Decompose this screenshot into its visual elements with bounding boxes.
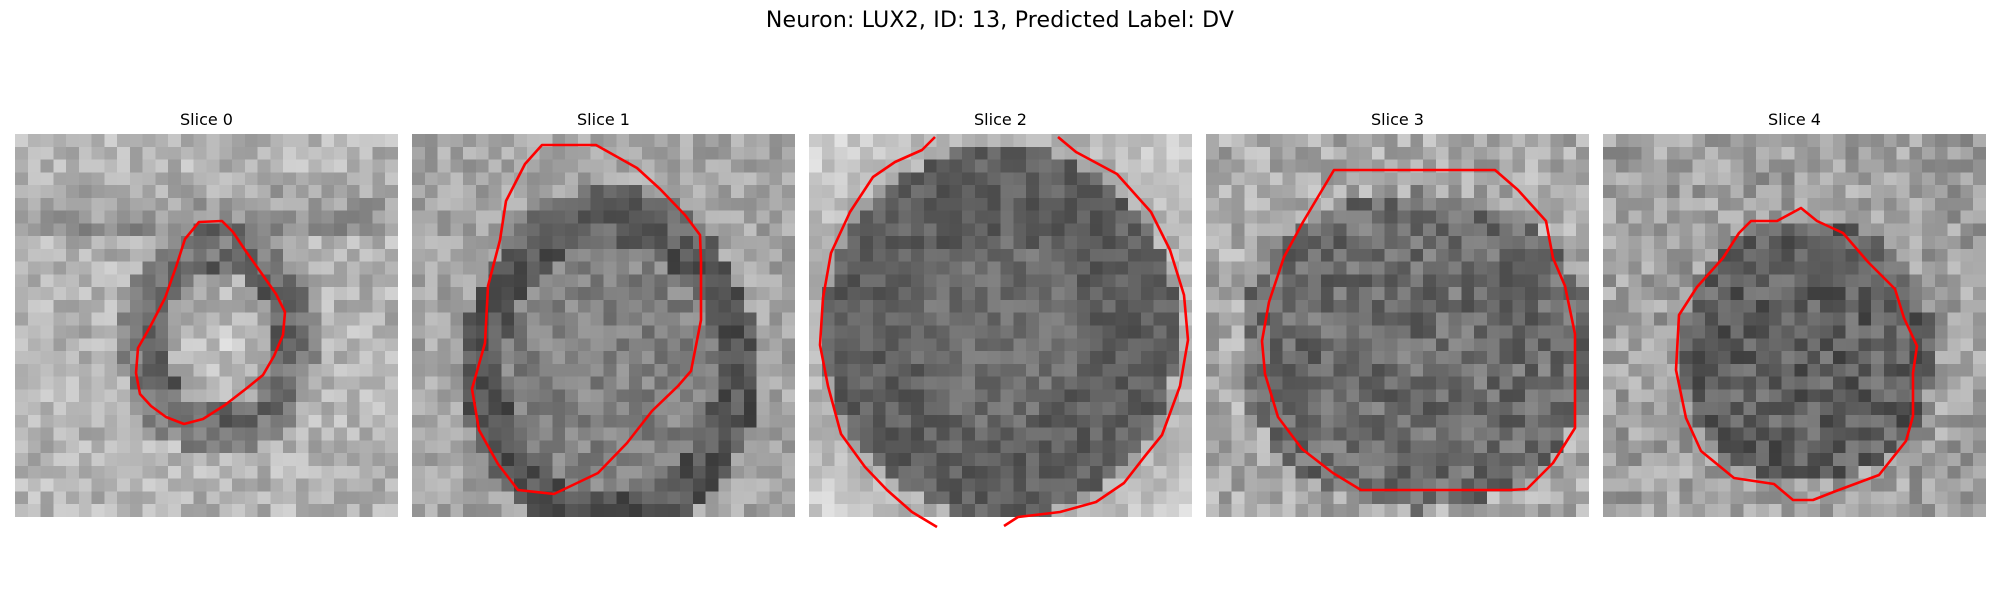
figure-title: Neuron: LUX2, ID: 13, Predicted Label: D… xyxy=(765,8,1235,33)
slice-image xyxy=(1603,134,1986,517)
slice-title: Slice 3 xyxy=(1371,110,1424,129)
segmentation-contour xyxy=(818,136,1190,529)
slice-title: Slice 4 xyxy=(1768,110,1821,129)
slice-title: Slice 2 xyxy=(974,110,1027,129)
segmentation-contour xyxy=(470,143,703,496)
segmentation-contour xyxy=(1260,168,1577,492)
slice-image xyxy=(412,134,795,517)
segmentation-contour xyxy=(1674,206,1919,502)
slice-image xyxy=(809,134,1192,517)
slice-title: Slice 0 xyxy=(180,110,233,129)
slice-image xyxy=(15,134,398,517)
segmentation-contour xyxy=(134,219,287,426)
slice-title: Slice 1 xyxy=(577,110,630,129)
